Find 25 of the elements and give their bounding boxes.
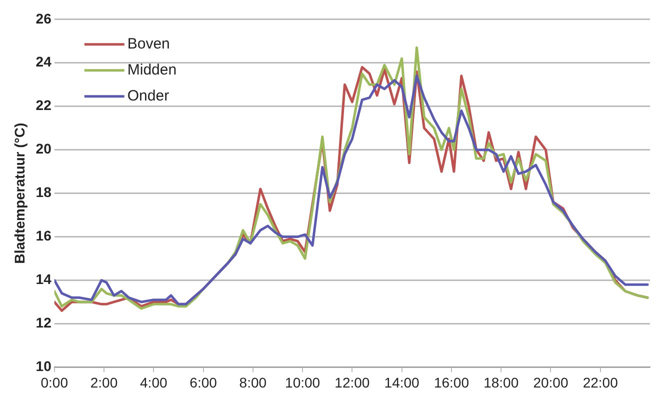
- y-tick-label: 26: [36, 10, 52, 26]
- x-tick-label: 14:00: [384, 374, 420, 390]
- x-tick-label: 0:00: [40, 374, 68, 390]
- y-tick-label: 18: [36, 184, 52, 200]
- y-tick-label: 14: [36, 271, 52, 288]
- x-tick-label: 8:00: [239, 374, 267, 390]
- legend-label: Onder: [127, 88, 170, 105]
- x-tick-label: 2:00: [90, 374, 118, 390]
- legend-label: Boven: [127, 36, 170, 53]
- y-tick-label: 10: [36, 358, 52, 374]
- y-axis-title: Bladtemperatuur (°C): [11, 122, 28, 264]
- y-tick-label: 12: [36, 314, 52, 331]
- x-tick-label: 10:00: [285, 374, 320, 390]
- legend-label: Midden: [127, 62, 177, 79]
- x-tick-label: 18:00: [484, 374, 519, 390]
- x-tick-label: 12:00: [334, 374, 370, 390]
- y-tick-label: 24: [36, 54, 52, 70]
- y-tick-label: 16: [36, 228, 52, 244]
- x-tick-label: 4:00: [140, 374, 168, 390]
- x-tick-label: 16:00: [434, 374, 470, 390]
- y-tick-label: 20: [36, 140, 52, 157]
- x-tick-label: 22:00: [582, 374, 618, 390]
- y-tick-label: 22: [36, 97, 52, 114]
- x-tick-label: 20:00: [533, 374, 568, 390]
- x-tick-label: 6:00: [190, 374, 218, 390]
